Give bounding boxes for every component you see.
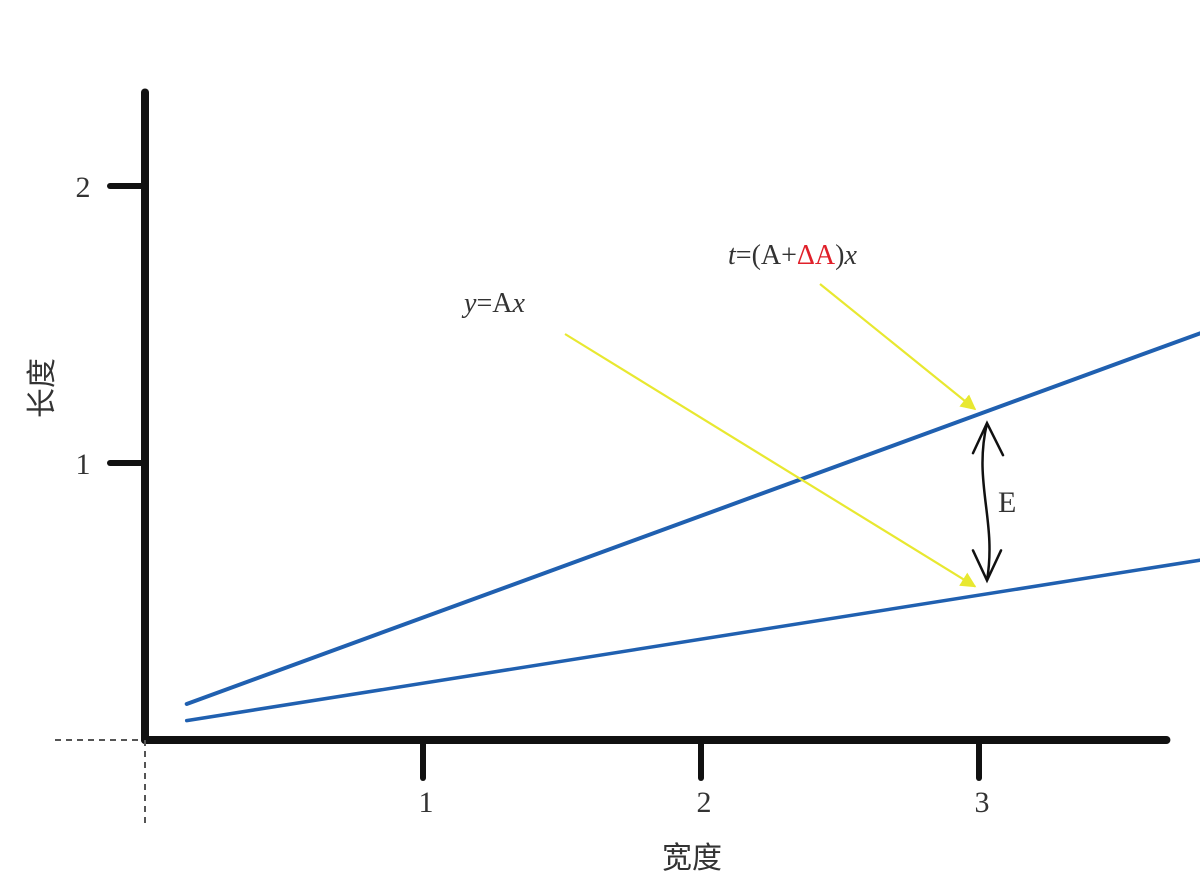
upper-line-equation: t=(A+ΔA)x [728, 240, 857, 271]
axes [55, 88, 1171, 825]
lower-line [184, 558, 1200, 723]
lower-line-equation: y=Ax [461, 288, 525, 319]
y-tick-label: 2 [76, 171, 91, 204]
x-tick-label: 2 [697, 786, 712, 819]
series-lines [184, 331, 1200, 723]
gap-double-arrow-shaft [981, 422, 991, 581]
gap-arrowhead-top [971, 420, 1005, 457]
lower-eq-mid: =A [476, 288, 513, 319]
upper-line-pointer-arrow [819, 283, 977, 411]
upper-eq-delta: ΔA [797, 240, 836, 271]
annotation-arrows [564, 283, 1005, 588]
upper-eq-suffix: x [843, 240, 857, 271]
x-tick-label: 1 [419, 786, 434, 819]
x-axis-label: 宽度 [662, 842, 722, 875]
lower-line-pointer-arrow [564, 333, 977, 588]
upper-eq-mid: =(A+ [736, 240, 797, 271]
x-tick-label: 3 [975, 786, 990, 819]
upper-line [184, 331, 1200, 706]
y-axis-label: 长度 [26, 358, 59, 418]
gap-arrowhead-bottom [971, 549, 1003, 584]
gap-label: E [998, 486, 1016, 519]
ticks: 1 2 3 1 2 [76, 171, 990, 819]
upper-eq-prefix: t [728, 240, 737, 271]
upper-eq-close: ) [835, 240, 844, 271]
lower-eq-suffix: x [511, 288, 525, 319]
lower-eq-prefix: y [461, 288, 477, 319]
y-tick-label: 1 [76, 448, 91, 481]
